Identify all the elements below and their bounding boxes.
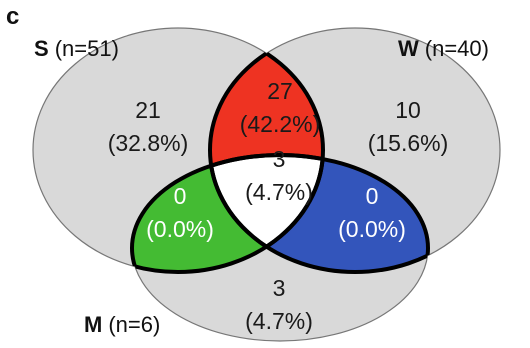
all-pct: (4.7%) bbox=[245, 179, 313, 205]
wm-count: 0 bbox=[366, 183, 379, 209]
set-label-s: S (n=51) bbox=[34, 36, 119, 61]
outline-m-in-w bbox=[210, 153, 430, 272]
sw-pct: (42.2%) bbox=[240, 111, 321, 137]
m-only-count: 3 bbox=[273, 275, 286, 301]
outline-w-in-s bbox=[208, 28, 323, 272]
outline-s-in-w bbox=[210, 28, 325, 272]
w-only-pct: (15.6%) bbox=[368, 130, 449, 156]
s-only-count: 21 bbox=[135, 97, 161, 123]
all-count: 3 bbox=[273, 146, 286, 172]
region-wm bbox=[210, 155, 428, 272]
panel-label: c bbox=[6, 3, 19, 30]
m-only-pct: (4.7%) bbox=[245, 308, 313, 334]
s-only-pct: (32.8%) bbox=[108, 130, 189, 156]
outline-w-in-m bbox=[208, 155, 428, 274]
outline-s-in-m bbox=[132, 155, 325, 274]
sm-pct: (0.0%) bbox=[146, 216, 214, 242]
sm-count: 0 bbox=[174, 183, 187, 209]
w-only-count: 10 bbox=[395, 97, 421, 123]
set-label-m: M (n=6) bbox=[84, 312, 160, 337]
sw-count: 27 bbox=[267, 78, 293, 104]
set-label-w: W (n=40) bbox=[398, 36, 489, 61]
wm-pct: (0.0%) bbox=[338, 216, 406, 242]
